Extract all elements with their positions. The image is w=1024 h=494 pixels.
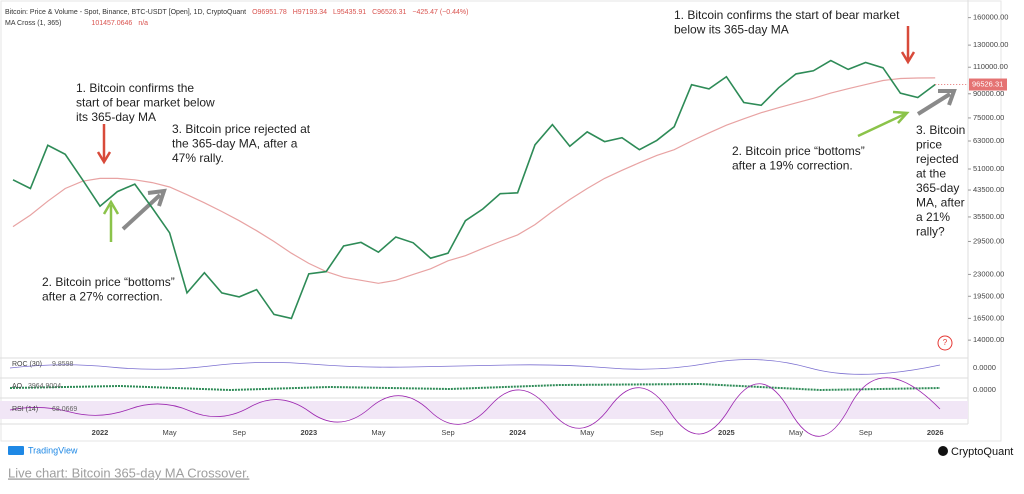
- y-tick-label: 110000.00: [973, 62, 1008, 71]
- y-tick-label: 29500.00: [973, 236, 1004, 245]
- header-item: L95435.91: [333, 9, 366, 16]
- annotation: 3. Bitcoin: [916, 123, 965, 137]
- x-tick-label: Sep: [441, 428, 454, 437]
- annotation: 365-day: [916, 181, 959, 195]
- frame: [0, 0, 1002, 442]
- x-tick-label: Sep: [233, 428, 246, 437]
- annotation: at the: [916, 167, 946, 181]
- tradingview-logo: [8, 446, 24, 455]
- alert-icon-glyph[interactable]: ?: [943, 338, 948, 347]
- ma-value: 101457.0646: [91, 20, 132, 27]
- footer-left: TradingView: [28, 445, 78, 455]
- annotation: rejected: [916, 152, 959, 166]
- ma-line: [12, 77, 936, 284]
- indicator-value: n/a: [138, 20, 148, 27]
- x-tick-label: 2026: [927, 428, 944, 437]
- x-tick-label: Sep: [859, 428, 872, 437]
- header-item: MA Cross (1, 365): [5, 20, 61, 27]
- annotation: 1. Bitcoin confirms the: [76, 81, 194, 95]
- y-tick-label: 35500.00: [973, 212, 1004, 221]
- y-tick-label: 75000.00: [973, 113, 1004, 122]
- annotation: start of bear market below: [76, 96, 215, 110]
- header-item: Bitcoin: Price & Volume - Spot, Binance,…: [5, 9, 246, 16]
- annotation: after a 27% correction.: [42, 290, 163, 304]
- header-item: −425.47 (−0.44%): [412, 9, 468, 16]
- pane-label: ROC (30): [12, 361, 42, 368]
- y-tick-label: 51000.00: [973, 164, 1004, 173]
- pane-axis-label: 0.0000: [973, 363, 996, 372]
- y-tick-label: 43500.00: [973, 185, 1004, 194]
- pane-label: RSI (14): [12, 406, 38, 413]
- annotation: a 21%: [916, 210, 950, 224]
- y-tick-label: 23000.00: [973, 269, 1004, 278]
- annotation: 1. Bitcoin confirms the start of bear ma…: [674, 8, 900, 22]
- x-tick-label: Sep: [650, 428, 663, 437]
- annotation: MA, after: [916, 196, 965, 210]
- annotation: 2. Bitcoin price “bottoms”: [732, 144, 865, 158]
- rsi-line: [9, 377, 941, 437]
- annotation: price: [916, 138, 942, 152]
- x-tick-label: May: [163, 428, 177, 437]
- annotation: below its 365-day MA: [674, 23, 789, 37]
- header-line: Bitcoin: Price & Volume - Spot, Binance,…: [5, 9, 468, 16]
- arrows: [96, 26, 957, 242]
- last-price-tag: [969, 78, 1007, 91]
- x-tick-label: 2025: [718, 428, 735, 437]
- pane-axis-label: 0.0000: [973, 385, 996, 394]
- x-tick-label: May: [580, 428, 594, 437]
- annotation: 47% rally.: [172, 151, 224, 165]
- y-tick-label: 63000.00: [973, 136, 1004, 145]
- pane-value: 9.8598: [52, 361, 74, 368]
- pane-value: 68.0669: [52, 406, 77, 413]
- x-tick-label: May: [789, 428, 803, 437]
- y-tick-label: 14000.00: [973, 335, 1004, 344]
- annotation: 3. Bitcoin price rejected at: [172, 122, 311, 136]
- last-price-label: 96526.31: [972, 80, 1003, 89]
- price-line: [12, 59, 936, 320]
- annotation: after a 19% correction.: [732, 159, 853, 173]
- alert-icon[interactable]: [937, 335, 953, 351]
- y-tick-label: 16500.00: [973, 313, 1004, 322]
- header-item: O96951.78: [252, 9, 287, 16]
- annotation: the 365-day MA, after a: [172, 137, 298, 151]
- footer-link[interactable]: Live chart: Bitcoin 365-day MA Crossover…: [8, 465, 249, 480]
- pane-label: AO: [12, 383, 23, 390]
- roc-line: [9, 359, 941, 375]
- y-tick-label: 130000.00: [973, 40, 1008, 49]
- x-tick-label: 2024: [509, 428, 527, 437]
- cryptoquant-logo: [938, 446, 948, 456]
- indicator-line: MA Cross (1, 365) 101457.0646 n/a: [5, 20, 148, 27]
- y-tick-label: 160000.00: [973, 13, 1008, 22]
- header-item: H97193.34: [293, 9, 327, 16]
- rsi-band: [0, 401, 968, 419]
- footer-right: CryptoQuant: [951, 446, 1013, 458]
- x-tick-label: 2023: [300, 428, 317, 437]
- annotation: 2. Bitcoin price “bottoms”: [42, 275, 175, 289]
- annotation: rally?: [916, 225, 945, 239]
- y-tick-label: 19500.00: [973, 291, 1004, 300]
- pane-value: 3964.9004: [28, 383, 61, 390]
- x-tick-label: May: [371, 428, 385, 437]
- y-tick-label: 90000.00: [973, 89, 1004, 98]
- header-item: C96526.31: [372, 9, 406, 16]
- x-tick-label: 2022: [92, 428, 109, 437]
- annotation: its 365-day MA: [76, 110, 156, 124]
